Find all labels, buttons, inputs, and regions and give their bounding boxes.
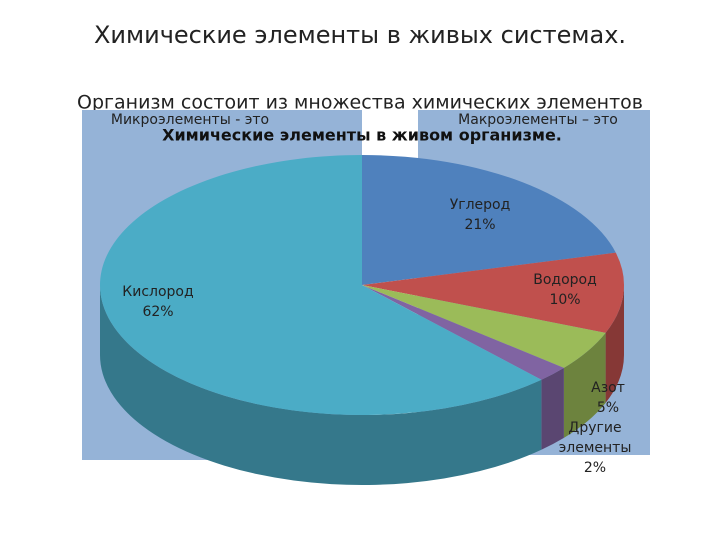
slice-value: 21% [464, 217, 495, 233]
slice-side [541, 367, 564, 450]
slice-value: 10% [549, 292, 580, 308]
slice-label: Другие элементы [559, 420, 632, 456]
slice-value: 62% [142, 304, 173, 320]
slice-label: Водород [533, 272, 597, 288]
slice [99, 155, 542, 416]
left-box-text: Микроэлементы - это [111, 112, 269, 128]
slice [362, 155, 616, 285]
slice-side [563, 332, 606, 438]
slice-label: Углерод [450, 197, 511, 213]
slice-label: Азот [591, 380, 625, 396]
right-box-text: Макроэлементы – это [458, 112, 618, 128]
slice [362, 285, 606, 368]
slice-label: Кислород [122, 284, 193, 300]
slide-title: Химические элементы в живых системах. [94, 21, 626, 49]
chart-title: Химические элементы в живом организме. [162, 126, 562, 145]
slice-value: 5% [597, 400, 619, 416]
slice [362, 252, 624, 333]
pie [99, 155, 624, 486]
slice-side [605, 285, 624, 403]
slice-value: 2% [584, 460, 606, 476]
intro-text: Организм состоит из множества химических… [77, 92, 643, 114]
slice-side [100, 285, 542, 486]
slice [362, 285, 564, 380]
